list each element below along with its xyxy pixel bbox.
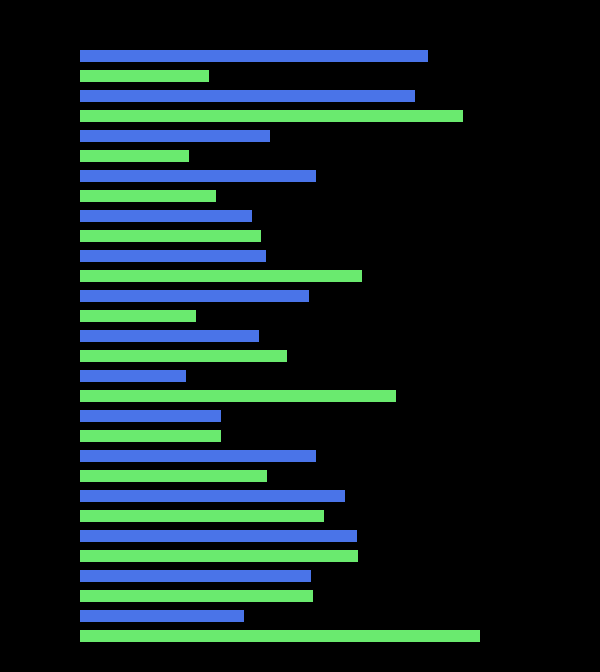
bar-19 bbox=[80, 430, 221, 442]
bar-15 bbox=[80, 350, 287, 362]
bar-18 bbox=[80, 410, 221, 422]
bar-2 bbox=[80, 90, 415, 102]
bar-0 bbox=[80, 50, 428, 62]
bar-13 bbox=[80, 310, 196, 322]
bar-7 bbox=[80, 190, 216, 202]
bar-21 bbox=[80, 470, 267, 482]
bar-12 bbox=[80, 290, 309, 302]
bar-14 bbox=[80, 330, 259, 342]
bar-24 bbox=[80, 530, 357, 542]
bar-3 bbox=[80, 110, 463, 122]
bar-8 bbox=[80, 210, 252, 222]
bar-26 bbox=[80, 570, 311, 582]
bar-28 bbox=[80, 610, 244, 622]
bar-27 bbox=[80, 590, 313, 602]
bar-1 bbox=[80, 70, 209, 82]
bar-23 bbox=[80, 510, 324, 522]
bar-11 bbox=[80, 270, 362, 282]
bar-25 bbox=[80, 550, 358, 562]
bar-5 bbox=[80, 150, 189, 162]
bar-9 bbox=[80, 230, 261, 242]
bar-20 bbox=[80, 450, 316, 462]
bar-16 bbox=[80, 370, 186, 382]
bar-17 bbox=[80, 390, 396, 402]
bar-22 bbox=[80, 490, 345, 502]
horizontal-bar-chart bbox=[0, 0, 600, 672]
bar-29 bbox=[80, 630, 480, 642]
bar-6 bbox=[80, 170, 316, 182]
bar-10 bbox=[80, 250, 266, 262]
bar-4 bbox=[80, 130, 270, 142]
